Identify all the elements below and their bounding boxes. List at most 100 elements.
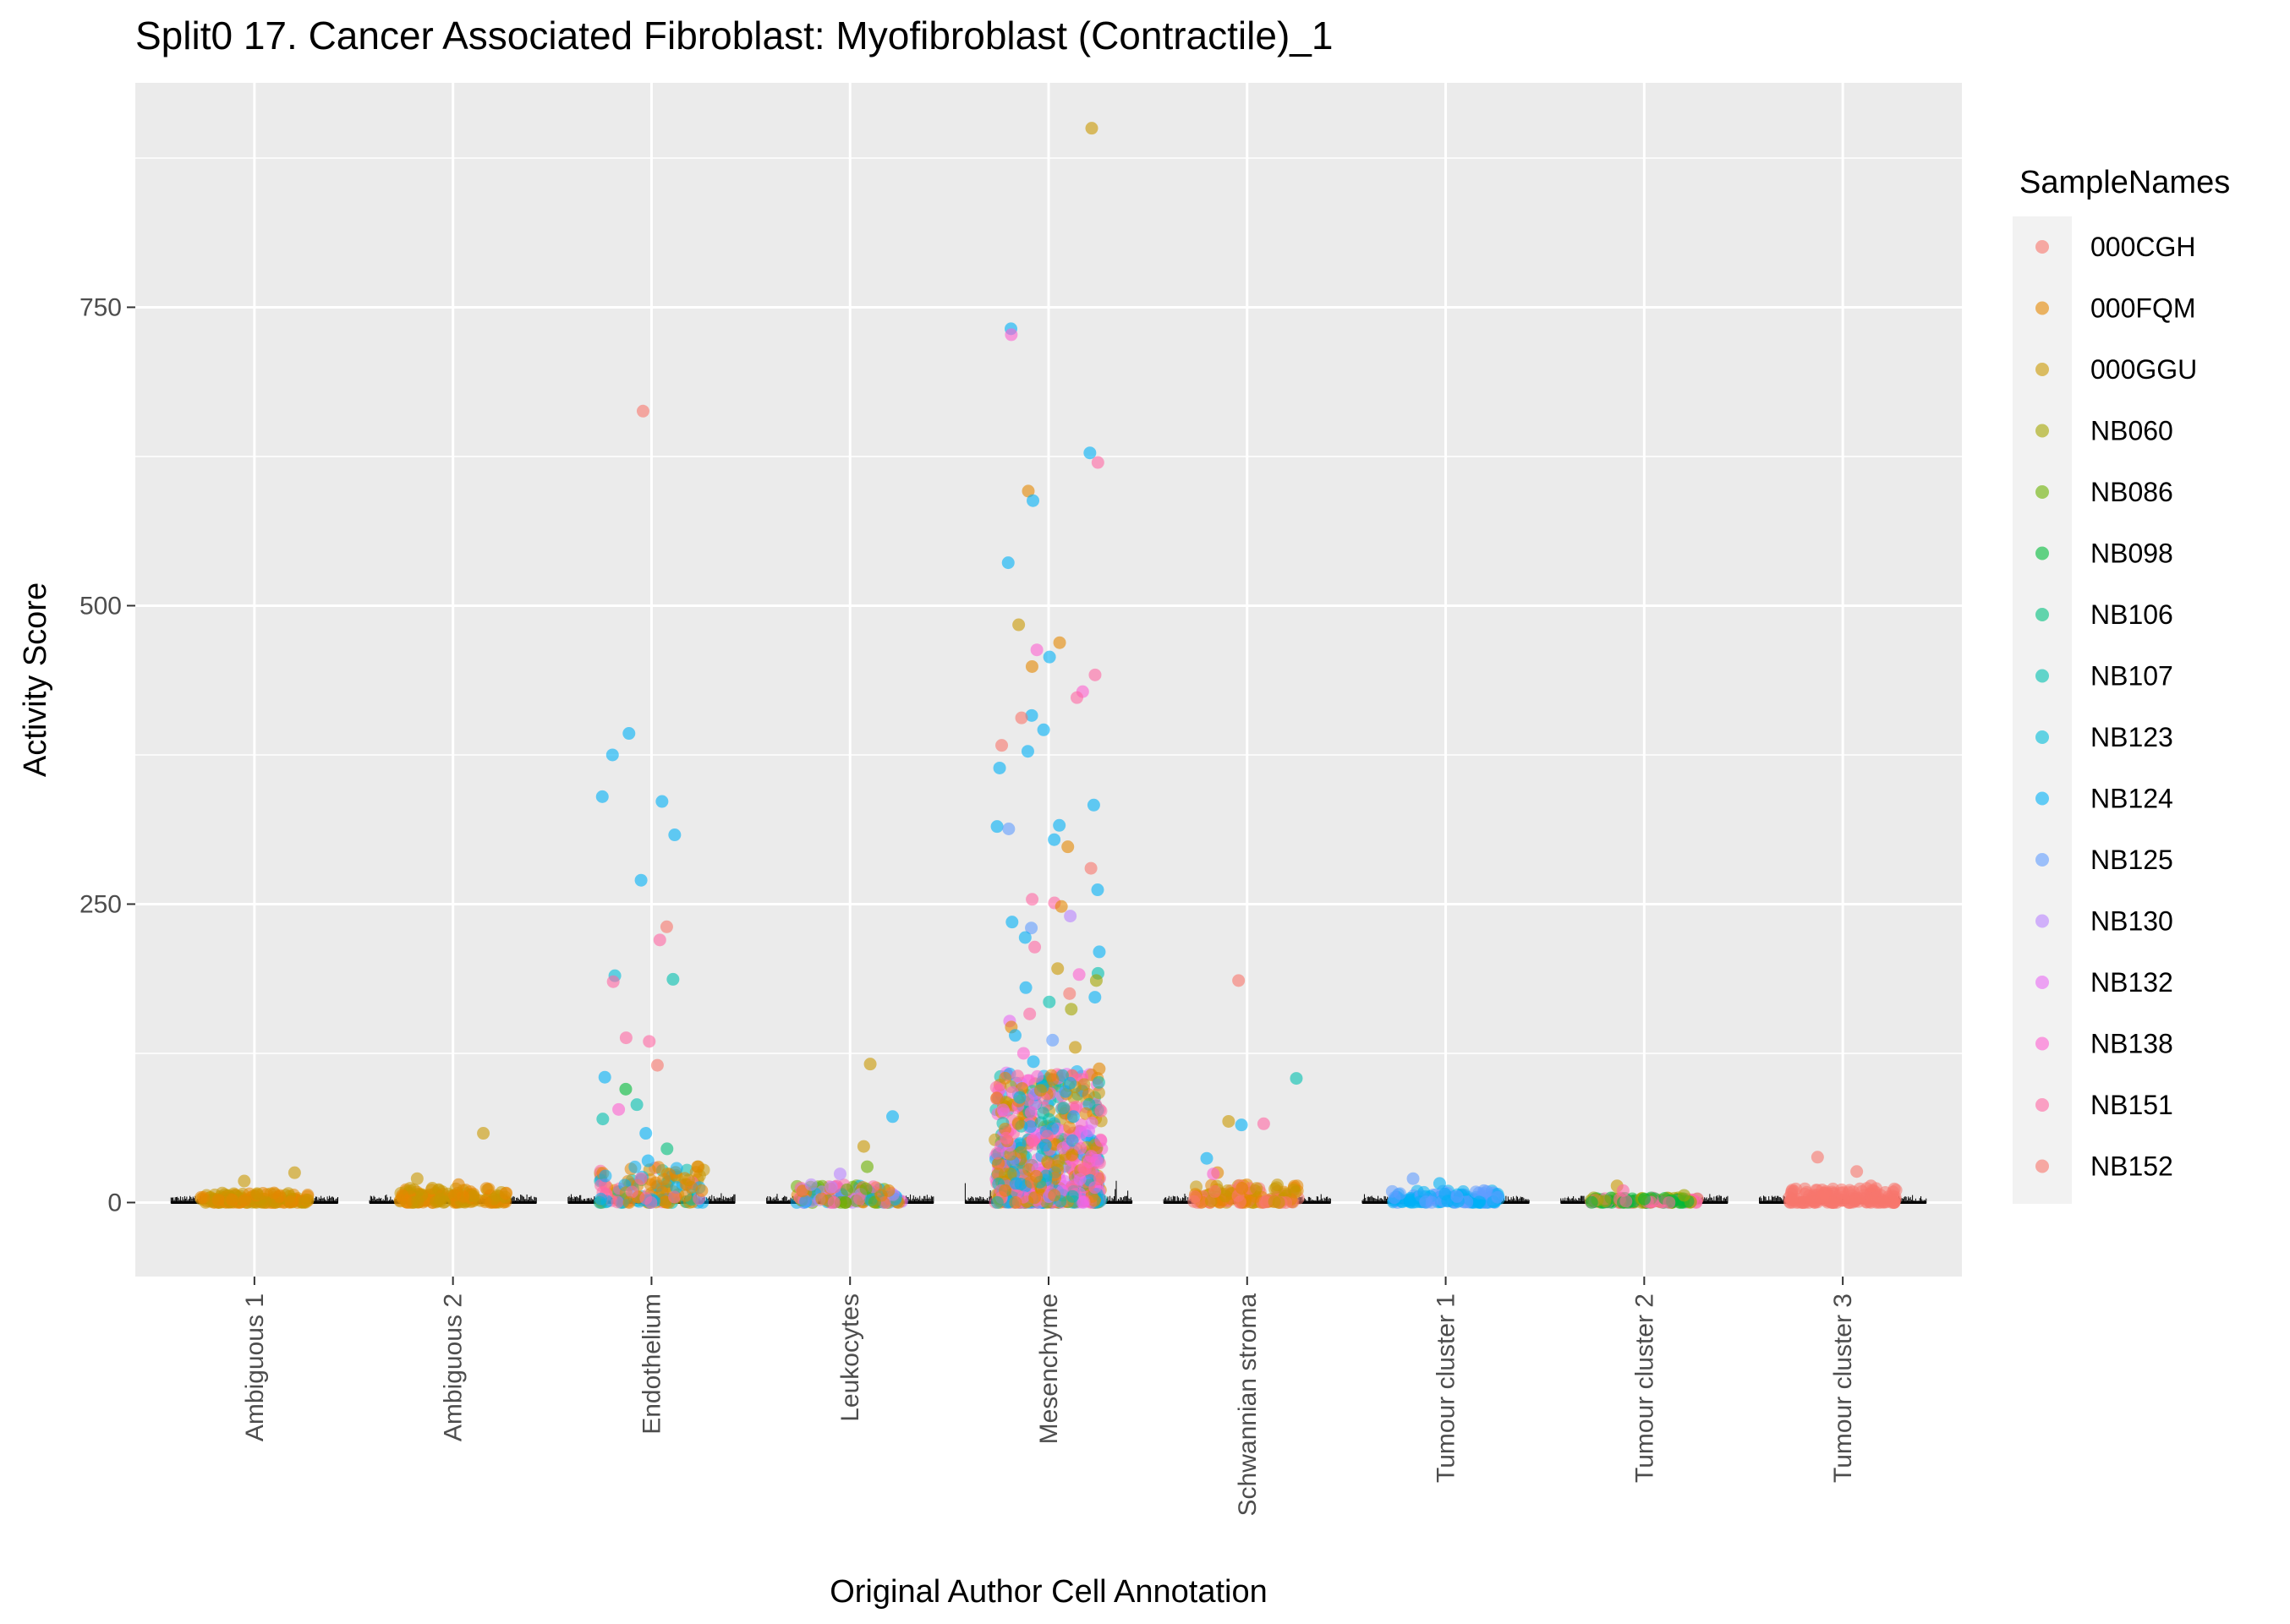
legend-key <box>2035 301 2049 315</box>
data-point <box>691 1160 704 1173</box>
legend-label: NB130 <box>2090 906 2173 937</box>
legend-label: NB124 <box>2090 784 2173 814</box>
data-point <box>1258 1195 1272 1209</box>
legend-key <box>2035 485 2049 499</box>
data-point <box>1072 968 1086 982</box>
data-point <box>999 1184 1012 1197</box>
legend-label: NB086 <box>2090 477 2173 507</box>
data-point <box>595 790 609 803</box>
data-point <box>1043 650 1056 664</box>
data-point <box>1026 1135 1039 1148</box>
data-point <box>1064 1076 1077 1090</box>
data-point <box>1011 1117 1025 1130</box>
data-point <box>1053 636 1066 649</box>
data-point <box>425 1182 439 1195</box>
data-point <box>1055 1069 1069 1082</box>
data-point <box>653 933 666 947</box>
x-axis-title: Original Author Cell Annotation <box>830 1574 1268 1610</box>
legend-label: NB125 <box>2090 845 2173 875</box>
data-point <box>1066 1189 1079 1203</box>
legend-key <box>2035 730 2049 744</box>
x-tick-label: Tumour cluster 2 <box>1630 1293 1658 1483</box>
data-point <box>989 1080 1003 1094</box>
legend-label: NB132 <box>2090 967 2173 998</box>
x-tick-label: Mesenchyme <box>1035 1293 1063 1444</box>
data-point <box>1051 962 1065 976</box>
data-point <box>1232 974 1246 987</box>
axis-layer: 0 250 500 750 Ambiguous 1 Ambiguous 2 Endothel… <box>79 293 1857 1516</box>
data-point <box>1222 1114 1235 1128</box>
data-point <box>1048 1189 1061 1202</box>
data-point <box>1616 1184 1630 1197</box>
data-point <box>1027 1055 1040 1069</box>
data-point <box>1093 1062 1106 1075</box>
data-point <box>1022 484 1035 498</box>
data-point <box>1200 1151 1213 1165</box>
data-point <box>1091 883 1104 897</box>
data-point <box>1056 1141 1070 1155</box>
data-point <box>1094 1104 1108 1118</box>
data-point <box>1070 1100 1083 1113</box>
data-point <box>197 1190 211 1204</box>
data-point <box>1083 446 1097 460</box>
data-point <box>1491 1190 1504 1204</box>
data-point <box>622 1195 636 1209</box>
data-point <box>612 1102 626 1116</box>
data-point <box>1050 1160 1064 1173</box>
data-point <box>655 795 669 808</box>
data-point <box>1014 1146 1027 1159</box>
data-point <box>1094 1134 1108 1147</box>
legend-label: 000CGH <box>2090 232 2196 262</box>
data-point <box>1004 1167 1017 1180</box>
data-point <box>1018 931 1032 944</box>
legend-key <box>2035 853 2049 867</box>
data-point <box>1002 823 1016 835</box>
data-point <box>1009 1195 1022 1209</box>
data-point <box>1619 1195 1633 1208</box>
data-point <box>1093 945 1106 959</box>
data-point <box>995 739 1009 752</box>
data-point <box>1066 1134 1079 1147</box>
data-point <box>1811 1151 1824 1164</box>
legend-label: NB106 <box>2090 599 2173 630</box>
data-point <box>1677 1189 1690 1202</box>
point-cluster <box>1783 1182 1903 1209</box>
legend-label: NB138 <box>2090 1029 2173 1059</box>
legend-label: NB151 <box>2090 1090 2173 1120</box>
point-cluster <box>194 1186 315 1209</box>
data-point <box>1019 981 1033 994</box>
x-tick-label: Ambiguous 1 <box>241 1293 269 1441</box>
data-point <box>611 1195 624 1209</box>
data-point <box>599 1169 612 1183</box>
data-point <box>619 1031 633 1045</box>
data-point <box>1046 1073 1060 1086</box>
data-point <box>1388 1191 1401 1205</box>
data-point <box>990 820 1004 834</box>
data-point <box>238 1194 252 1207</box>
legend-label: NB098 <box>2090 539 2173 569</box>
data-point <box>1088 991 1102 1004</box>
data-point <box>644 1195 658 1209</box>
data-point <box>1082 1124 1096 1138</box>
data-point <box>1087 1194 1101 1207</box>
y-axis-title: Activity Score <box>18 582 53 777</box>
data-point <box>1043 995 1056 1009</box>
data-point <box>1092 1075 1105 1089</box>
data-point <box>1638 1192 1652 1206</box>
x-tick-label: Tumour cluster 1 <box>1433 1293 1460 1483</box>
data-point <box>1011 1069 1024 1083</box>
data-point <box>996 1103 1010 1117</box>
data-point <box>1290 1072 1303 1085</box>
data-point <box>1062 1121 1076 1135</box>
data-point <box>1009 1177 1022 1190</box>
data-point <box>1663 1195 1676 1209</box>
data-point <box>1025 708 1038 722</box>
data-point <box>1077 1195 1090 1209</box>
data-point <box>857 1140 870 1153</box>
data-point <box>1025 659 1038 673</box>
data-point <box>1066 1148 1079 1162</box>
data-point <box>1585 1195 1598 1209</box>
data-point <box>1065 1003 1078 1016</box>
data-point <box>1066 1110 1080 1124</box>
data-point <box>666 972 680 986</box>
